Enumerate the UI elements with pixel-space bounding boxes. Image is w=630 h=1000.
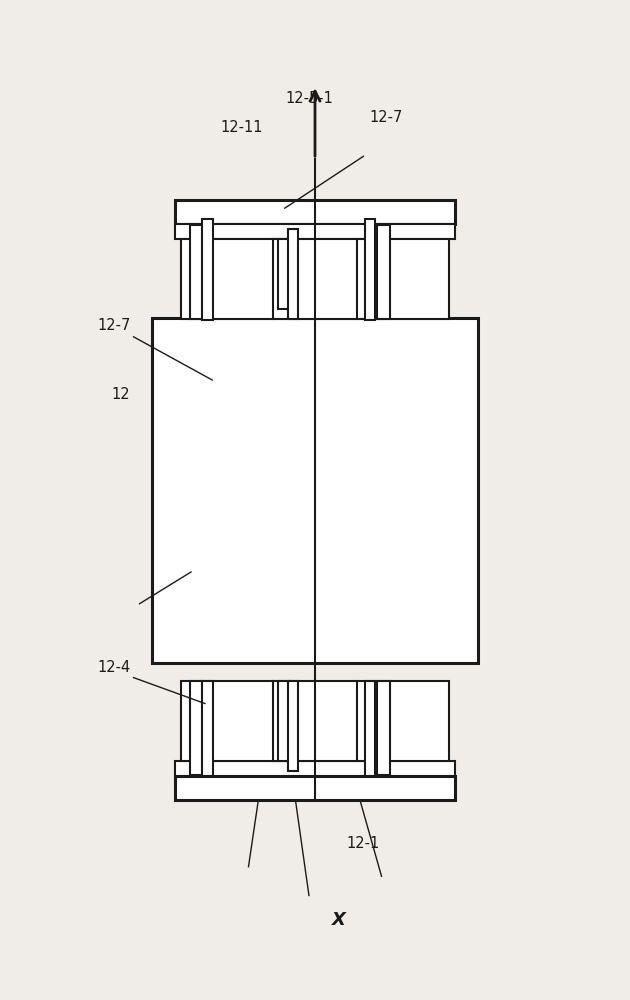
- Bar: [289, 229, 298, 319]
- Text: X: X: [332, 911, 346, 929]
- Text: 12-11: 12-11: [220, 120, 263, 135]
- Bar: [181, 681, 449, 761]
- Bar: [377, 681, 390, 775]
- Text: 12-7: 12-7: [98, 318, 131, 333]
- Bar: [277, 681, 290, 761]
- Bar: [175, 761, 455, 776]
- Bar: [181, 239, 449, 319]
- Bar: [190, 681, 203, 775]
- Bar: [365, 681, 375, 776]
- Bar: [289, 681, 298, 771]
- Bar: [202, 219, 213, 320]
- Text: 12-1: 12-1: [346, 836, 380, 851]
- Bar: [202, 681, 213, 776]
- Text: 12: 12: [111, 387, 130, 402]
- Bar: [152, 318, 478, 663]
- Bar: [277, 239, 290, 309]
- Bar: [175, 224, 455, 239]
- Text: 12-4: 12-4: [98, 660, 131, 676]
- Text: 12-5-1: 12-5-1: [285, 91, 333, 106]
- Bar: [190, 225, 203, 319]
- Bar: [175, 776, 455, 800]
- Bar: [365, 219, 375, 320]
- Bar: [377, 225, 390, 319]
- Bar: [175, 200, 455, 224]
- Text: 12-7: 12-7: [370, 110, 403, 125]
